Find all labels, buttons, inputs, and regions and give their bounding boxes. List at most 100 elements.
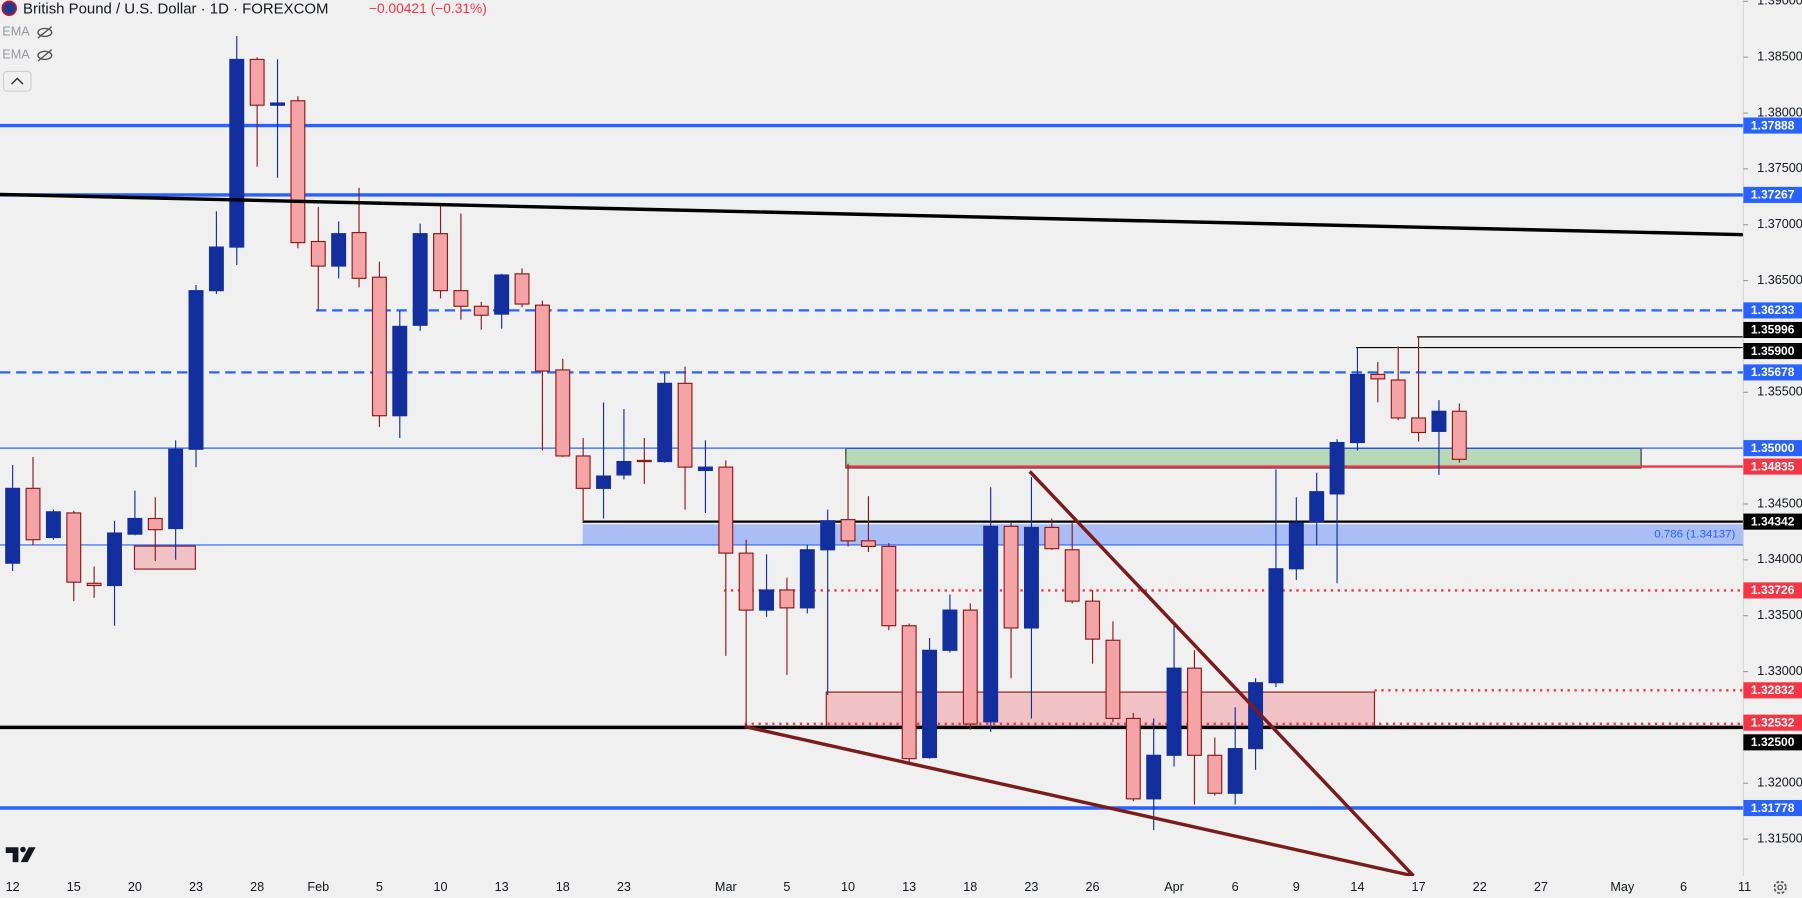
candle-body bbox=[840, 519, 856, 542]
collapse-button[interactable] bbox=[2, 70, 32, 92]
level-label-box bbox=[1743, 117, 1802, 134]
level-label: 1.34342 bbox=[1751, 514, 1795, 528]
trendline bbox=[1028, 470, 1415, 876]
x-tick-label: 23 bbox=[189, 880, 203, 894]
x-tick-label: 23 bbox=[617, 880, 631, 894]
candle-body bbox=[147, 517, 163, 531]
level-label: 1.35678 bbox=[1751, 365, 1795, 379]
level-label-box bbox=[1743, 682, 1802, 699]
eye-icon[interactable] bbox=[37, 26, 53, 39]
candle-body bbox=[66, 512, 82, 583]
level-label: 1.35900 bbox=[1751, 344, 1795, 358]
candle-body bbox=[351, 231, 367, 279]
candle-body bbox=[1146, 754, 1162, 800]
candle-body bbox=[1329, 441, 1345, 495]
indicator-label: EMA bbox=[2, 25, 30, 39]
candle-body bbox=[1125, 717, 1141, 800]
y-tick-label: 1.32000 bbox=[1757, 776, 1802, 790]
candle-body bbox=[1227, 748, 1243, 794]
candle-body bbox=[1349, 373, 1365, 444]
level-label: 1.31778 bbox=[1751, 801, 1795, 815]
candle-body bbox=[249, 58, 265, 106]
x-tick-label: 12 bbox=[6, 880, 20, 894]
level-label-box bbox=[1743, 458, 1802, 475]
candle-body bbox=[433, 233, 449, 292]
candle-body bbox=[45, 511, 61, 539]
x-tick-label: 18 bbox=[556, 880, 570, 894]
candle-body bbox=[1451, 410, 1467, 460]
level-label: 1.35000 bbox=[1751, 441, 1795, 455]
candle-body bbox=[1370, 373, 1386, 380]
trendline bbox=[0, 192, 1744, 237]
level-label-box bbox=[1743, 440, 1802, 457]
candle-body bbox=[25, 487, 41, 541]
x-tick-label: Feb bbox=[307, 880, 329, 894]
candle-body bbox=[779, 589, 795, 609]
candle-body bbox=[494, 274, 510, 315]
candle-body bbox=[371, 276, 387, 417]
level-label-box bbox=[1743, 186, 1802, 203]
candle-body bbox=[636, 459, 652, 463]
candle-body bbox=[942, 609, 958, 651]
y-tick-label: 1.35500 bbox=[1757, 385, 1802, 399]
y-tick-label: 1.36500 bbox=[1757, 273, 1802, 287]
trendlines: 0.786 (1.34137) bbox=[0, 192, 1744, 876]
level-label-box bbox=[1743, 734, 1802, 751]
level-label-box bbox=[1743, 364, 1802, 381]
level-label: 1.37888 bbox=[1751, 118, 1795, 132]
x-tick-label: 28 bbox=[250, 880, 264, 894]
candle-body bbox=[1411, 417, 1427, 434]
price-change: −0.00421 (−0.31%) bbox=[369, 1, 487, 16]
level-label-box bbox=[1743, 714, 1802, 731]
candle-body bbox=[1390, 379, 1406, 419]
x-tick-label: 27 bbox=[1534, 880, 1548, 894]
candle-body bbox=[1166, 667, 1182, 756]
demand-zone bbox=[825, 691, 1376, 728]
level-label-box bbox=[1743, 513, 1802, 530]
candle-body bbox=[514, 273, 530, 305]
x-tick-label: 5 bbox=[783, 880, 790, 894]
candle-body bbox=[962, 609, 978, 725]
level-label-box bbox=[1743, 799, 1802, 817]
candle-body bbox=[412, 233, 428, 326]
candle-body bbox=[1288, 522, 1304, 570]
candle-body bbox=[290, 100, 306, 244]
y-tick-label: 1.38500 bbox=[1757, 50, 1802, 64]
candle-body bbox=[453, 290, 469, 307]
candle-body bbox=[208, 246, 224, 292]
y-tick-label: 1.33500 bbox=[1757, 608, 1802, 622]
candle-body bbox=[1064, 549, 1080, 602]
candle-body bbox=[881, 545, 897, 627]
resistance-zone bbox=[845, 447, 1642, 469]
candle-body bbox=[759, 589, 775, 611]
fib-label: 0.786 (1.34137) bbox=[1654, 529, 1735, 541]
candle-body bbox=[107, 532, 122, 587]
x-tick-label: 13 bbox=[902, 880, 916, 894]
candle-body bbox=[127, 517, 143, 535]
x-tick-label: Apr bbox=[1164, 880, 1184, 894]
level-label-box bbox=[1743, 321, 1802, 339]
x-tick-label: 5 bbox=[376, 880, 383, 894]
candle-body bbox=[697, 466, 713, 472]
settings-icon[interactable] bbox=[1773, 880, 1787, 895]
candle-body bbox=[657, 382, 673, 463]
level-label: 1.35996 bbox=[1751, 323, 1795, 337]
candle-body bbox=[1207, 754, 1223, 794]
y-tick-label: 1.37500 bbox=[1757, 161, 1802, 175]
candle-body bbox=[738, 552, 754, 611]
legend: British Pound / U.S. Dollar · 1D · FOREX… bbox=[1, 0, 487, 92]
level-label-box bbox=[1743, 582, 1802, 599]
candle-body bbox=[5, 487, 21, 564]
y-tick-label: 1.34500 bbox=[1757, 496, 1802, 510]
flag-icon bbox=[1, 0, 17, 17]
level-label: 1.32532 bbox=[1751, 715, 1795, 729]
candle-body bbox=[677, 382, 693, 468]
eye-icon[interactable] bbox=[37, 49, 53, 62]
candle-body bbox=[331, 233, 347, 267]
trendline bbox=[744, 724, 1414, 876]
y-tick-label: 1.34000 bbox=[1757, 552, 1802, 566]
candle-body bbox=[901, 625, 917, 760]
x-tick-label: Mar bbox=[715, 880, 737, 894]
candle-body bbox=[596, 475, 612, 489]
